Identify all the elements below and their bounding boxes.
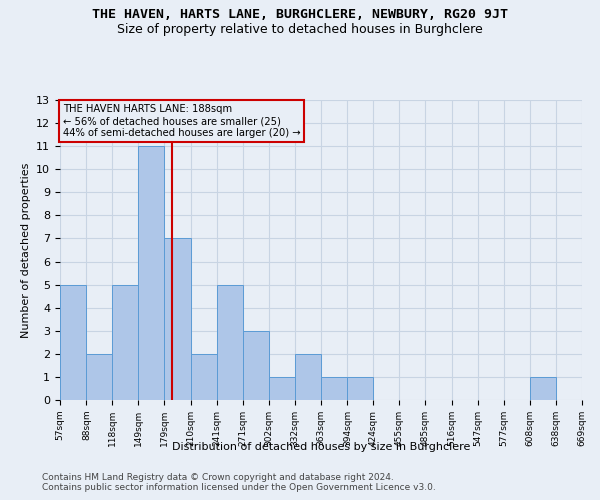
Bar xyxy=(295,354,321,400)
Bar xyxy=(86,354,112,400)
Bar xyxy=(347,377,373,400)
Y-axis label: Number of detached properties: Number of detached properties xyxy=(20,162,31,338)
Text: Contains HM Land Registry data © Crown copyright and database right 2024.: Contains HM Land Registry data © Crown c… xyxy=(42,472,394,482)
Bar xyxy=(530,377,556,400)
Text: Size of property relative to detached houses in Burghclere: Size of property relative to detached ho… xyxy=(117,22,483,36)
Text: THE HAVEN, HARTS LANE, BURGHCLERE, NEWBURY, RG20 9JT: THE HAVEN, HARTS LANE, BURGHCLERE, NEWBU… xyxy=(92,8,508,20)
Text: THE HAVEN HARTS LANE: 188sqm
← 56% of detached houses are smaller (25)
44% of se: THE HAVEN HARTS LANE: 188sqm ← 56% of de… xyxy=(62,104,300,138)
Bar xyxy=(321,377,347,400)
Bar xyxy=(60,284,86,400)
Text: Distribution of detached houses by size in Burghclere: Distribution of detached houses by size … xyxy=(172,442,470,452)
Bar xyxy=(217,284,242,400)
Bar xyxy=(164,238,191,400)
Bar xyxy=(112,284,139,400)
Text: Contains public sector information licensed under the Open Government Licence v3: Contains public sector information licen… xyxy=(42,482,436,492)
Bar xyxy=(242,331,269,400)
Bar xyxy=(191,354,217,400)
Bar xyxy=(139,146,164,400)
Bar xyxy=(269,377,295,400)
